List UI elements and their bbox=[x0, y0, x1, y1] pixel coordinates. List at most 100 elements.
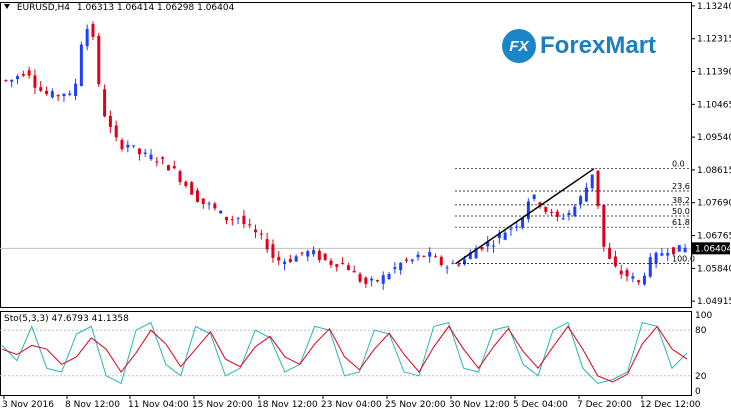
ohlc-values: 1.06313 1.06414 1.06298 1.06404 bbox=[76, 3, 235, 13]
time-axis-label: 5 Dec 04:00 bbox=[513, 400, 568, 409]
candle-body bbox=[300, 252, 304, 254]
candle-body bbox=[671, 247, 675, 255]
indicator-frame bbox=[0, 311, 692, 396]
candle-body bbox=[503, 232, 507, 240]
candle-body bbox=[259, 233, 263, 235]
candle-body bbox=[457, 264, 461, 266]
candle-body bbox=[544, 206, 548, 212]
price-axis-label: 1.10465 bbox=[697, 100, 731, 110]
candle-body bbox=[45, 91, 49, 94]
candle-body bbox=[352, 270, 356, 273]
candle-body bbox=[637, 280, 641, 283]
candle-body bbox=[579, 196, 583, 205]
price-axis-label: 1.08615 bbox=[697, 166, 731, 176]
time-axis-label: 23 Nov 04:00 bbox=[321, 400, 382, 409]
price-axis-label: 1.11390 bbox=[697, 68, 731, 78]
candle-body bbox=[666, 252, 670, 256]
candle-body bbox=[404, 259, 408, 261]
candle-body bbox=[474, 248, 478, 259]
fibonacci-level-label: 23.6 bbox=[672, 182, 690, 191]
stochastic-main-line bbox=[1, 321, 688, 385]
candle-body bbox=[497, 233, 501, 239]
candle-body bbox=[561, 218, 565, 220]
candle-body bbox=[236, 217, 240, 219]
candle-body bbox=[346, 265, 350, 271]
candle-body bbox=[254, 229, 258, 233]
candle-body bbox=[642, 275, 646, 285]
candle-body bbox=[166, 165, 170, 171]
candle-body bbox=[143, 152, 147, 155]
price-axis-label: 1.13240 bbox=[697, 2, 731, 12]
current-price-label: 1.06404 bbox=[695, 244, 731, 254]
candle-body bbox=[358, 274, 362, 282]
candle-body bbox=[74, 83, 78, 96]
candle-body bbox=[590, 174, 594, 189]
logo-badge-icon: FX bbox=[502, 29, 536, 63]
candle-body bbox=[555, 211, 559, 217]
candle-body bbox=[463, 259, 467, 265]
candle-body bbox=[422, 255, 426, 257]
candle-body bbox=[271, 244, 275, 258]
forexmart-logo: FX ForexMart bbox=[502, 27, 656, 65]
candle-body bbox=[62, 93, 66, 97]
symbol-header: EURUSD,H4 1.06313 1.06414 1.06298 1.0640… bbox=[4, 3, 234, 13]
candle-body bbox=[21, 73, 25, 76]
candle-body bbox=[602, 204, 606, 247]
candle-body bbox=[265, 239, 269, 250]
candle-body bbox=[85, 28, 89, 47]
candle-body bbox=[584, 187, 588, 202]
candle-body bbox=[567, 212, 571, 216]
fibonacci-trend-line[interactable] bbox=[455, 168, 595, 264]
price-axis-label: 1.04915 bbox=[697, 297, 731, 307]
candle-body bbox=[97, 35, 101, 85]
candle-body bbox=[619, 270, 623, 275]
candle-body bbox=[277, 256, 281, 261]
main-frame bbox=[0, 2, 692, 308]
candle-body bbox=[132, 145, 136, 147]
candle-body bbox=[387, 274, 391, 280]
candle-body bbox=[613, 256, 617, 267]
candle-body bbox=[393, 267, 397, 269]
candle-body bbox=[230, 219, 234, 221]
candle-body bbox=[306, 251, 310, 257]
price-axis-label: 1.07690 bbox=[697, 199, 731, 209]
candle-body bbox=[149, 154, 153, 160]
fibonacci-level-label: 38.2 bbox=[672, 196, 690, 205]
candle-body bbox=[526, 201, 530, 219]
time-axis-label: 15 Nov 20:00 bbox=[192, 400, 253, 409]
candle-body bbox=[648, 257, 652, 277]
candle-body bbox=[178, 171, 182, 182]
candle-body bbox=[654, 252, 658, 264]
fibonacci-level-label: 61.8 bbox=[672, 218, 690, 227]
candle-body bbox=[50, 91, 54, 98]
candle-body bbox=[207, 203, 211, 205]
candle-body bbox=[91, 24, 95, 37]
fibonacci-level-label: 100.0 bbox=[672, 254, 695, 263]
candle-body bbox=[10, 79, 14, 82]
price-axis-label: 1.12315 bbox=[697, 35, 731, 45]
time-axis-label: 8 Nov 12:00 bbox=[65, 400, 120, 409]
candle-body bbox=[155, 161, 159, 163]
candle-body bbox=[201, 198, 205, 205]
candle-body bbox=[103, 89, 107, 117]
candle-body bbox=[410, 259, 414, 262]
candle-body bbox=[213, 203, 217, 209]
candle-body bbox=[294, 256, 298, 262]
candle-body bbox=[480, 247, 484, 250]
stochastic-axis-label: 20 bbox=[695, 372, 707, 382]
candle-body bbox=[161, 157, 165, 160]
symbol-label: EURUSD,H4 bbox=[16, 3, 70, 13]
candle-body bbox=[416, 254, 420, 258]
stochastic-label: Sto(5,3,3) 47.6793 41.1358 bbox=[4, 314, 129, 324]
candle-body bbox=[683, 247, 687, 253]
candle-body bbox=[532, 194, 536, 200]
candle-body bbox=[172, 166, 176, 169]
candle-body bbox=[631, 276, 635, 279]
time-axis-label: 11 Nov 04:00 bbox=[128, 400, 189, 409]
stochastic-axis-label: 100 bbox=[695, 311, 712, 321]
price-axis-label: 1.09540 bbox=[697, 133, 731, 143]
stochastic-axis-label: 80 bbox=[695, 326, 707, 336]
candle-body bbox=[445, 267, 449, 269]
